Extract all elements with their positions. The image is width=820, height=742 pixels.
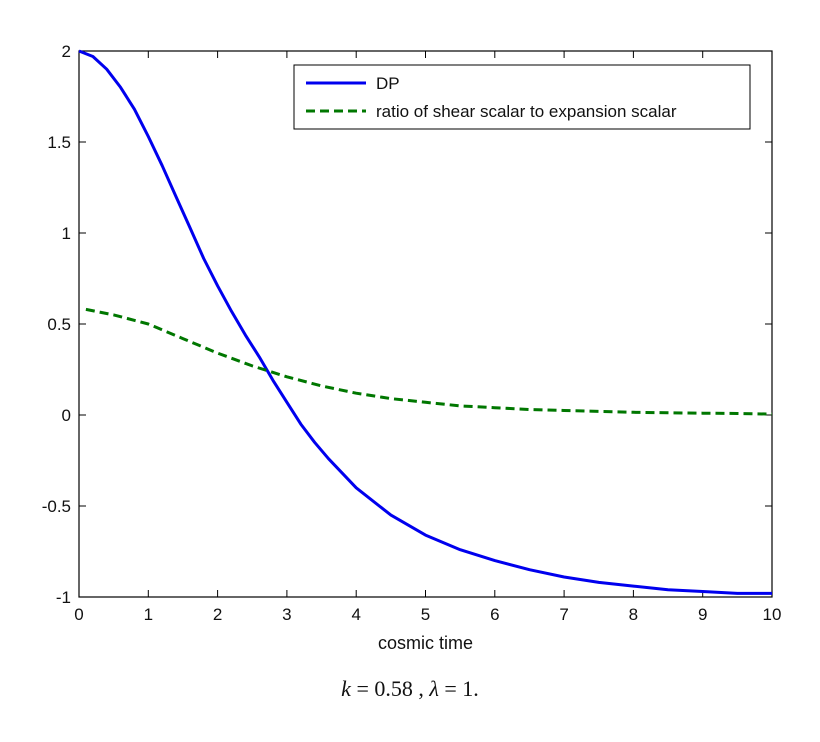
x-tick-label: 0 <box>74 605 83 624</box>
y-tick-label: 1 <box>62 224 71 243</box>
caption-k-symbol: k <box>341 676 351 701</box>
x-tick-label: 5 <box>421 605 430 624</box>
caption-lambda-symbol: λ <box>429 676 439 701</box>
x-tick-label: 9 <box>698 605 707 624</box>
x-tick-label: 4 <box>351 605 360 624</box>
legend-entry-dp: DP <box>376 74 400 93</box>
x-tick-label: 6 <box>490 605 499 624</box>
y-tick-label: -0.5 <box>42 497 71 516</box>
y-tick-label: 0 <box>62 406 71 425</box>
x-tick-label: 3 <box>282 605 291 624</box>
legend-box <box>293 64 751 130</box>
legend: DP ratio of shear scalar to expansion sc… <box>293 64 751 130</box>
x-tick-label: 1 <box>144 605 153 624</box>
x-tick-label: 2 <box>213 605 222 624</box>
x-tick-label: 10 <box>763 605 782 624</box>
series-line-ratio <box>85 307 773 416</box>
y-tick-label: 2 <box>62 42 71 61</box>
x-tick-label: 7 <box>559 605 568 624</box>
x-axis-label: cosmic time <box>378 633 473 653</box>
caption-lambda-value: = 1. <box>438 676 479 701</box>
line-chart: 0 1 2 3 4 5 6 7 8 9 10-1-0.500.511.52 cosmic time … <box>42 42 782 653</box>
caption: k = 0.58 , λ = 1. <box>0 676 820 702</box>
y-tick-label: 0.5 <box>47 315 71 334</box>
y-tick-label: 1.5 <box>47 133 71 152</box>
x-tick-label: 8 <box>629 605 638 624</box>
plot-area <box>78 50 773 598</box>
legend-entry-ratio: ratio of shear scalar to expansion scala… <box>376 102 677 121</box>
series-line-dp <box>78 49 772 595</box>
caption-k-value: = 0.58 , <box>350 676 430 701</box>
y-tick-label: -1 <box>56 588 71 607</box>
